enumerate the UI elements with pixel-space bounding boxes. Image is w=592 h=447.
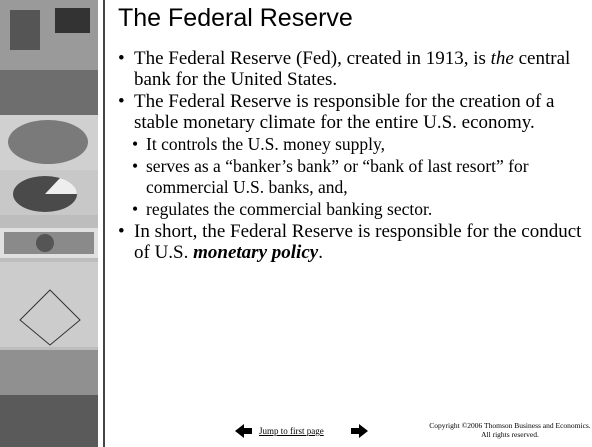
sub-bullet: regulates the commercial banking sector.	[112, 199, 582, 220]
emphasis: the	[491, 48, 514, 69]
sub-list-item: It controls the U.S. money supply, serve…	[112, 134, 582, 220]
divider	[103, 0, 105, 447]
prev-arrow[interactable]	[235, 424, 252, 438]
slide-title: The Federal Reserve	[118, 4, 353, 33]
bullet-list: The Federal Reserve (Fed), created in 19…	[112, 48, 582, 263]
content: The Federal Reserve (Fed), created in 19…	[112, 48, 582, 264]
text: The Federal Reserve (Fed), created in 19…	[134, 48, 491, 69]
sub-list: It controls the U.S. money supply, serve…	[112, 134, 582, 220]
bullet: In short, the Federal Reserve is respons…	[112, 221, 582, 263]
image-collage	[0, 0, 98, 447]
copyright: Copyright ©2006 Thomson Business and Eco…	[428, 421, 592, 439]
text: .	[318, 242, 323, 263]
emphasis: monetary policy	[193, 242, 318, 263]
bullet: The Federal Reserve is responsible for t…	[112, 91, 582, 133]
bullet: The Federal Reserve (Fed), created in 19…	[112, 48, 582, 90]
text: The Federal Reserve is responsible for t…	[134, 91, 554, 133]
collage-art	[0, 0, 98, 447]
next-arrow[interactable]	[351, 424, 368, 438]
sub-bullet: serves as a “banker’s bank” or “bank of …	[112, 156, 582, 198]
jump-link[interactable]: Jump to first page	[259, 426, 324, 436]
slide: {"title": "The Federal Reserve", "bullet…	[0, 0, 592, 447]
sub-bullet: It controls the U.S. money supply,	[112, 134, 582, 155]
